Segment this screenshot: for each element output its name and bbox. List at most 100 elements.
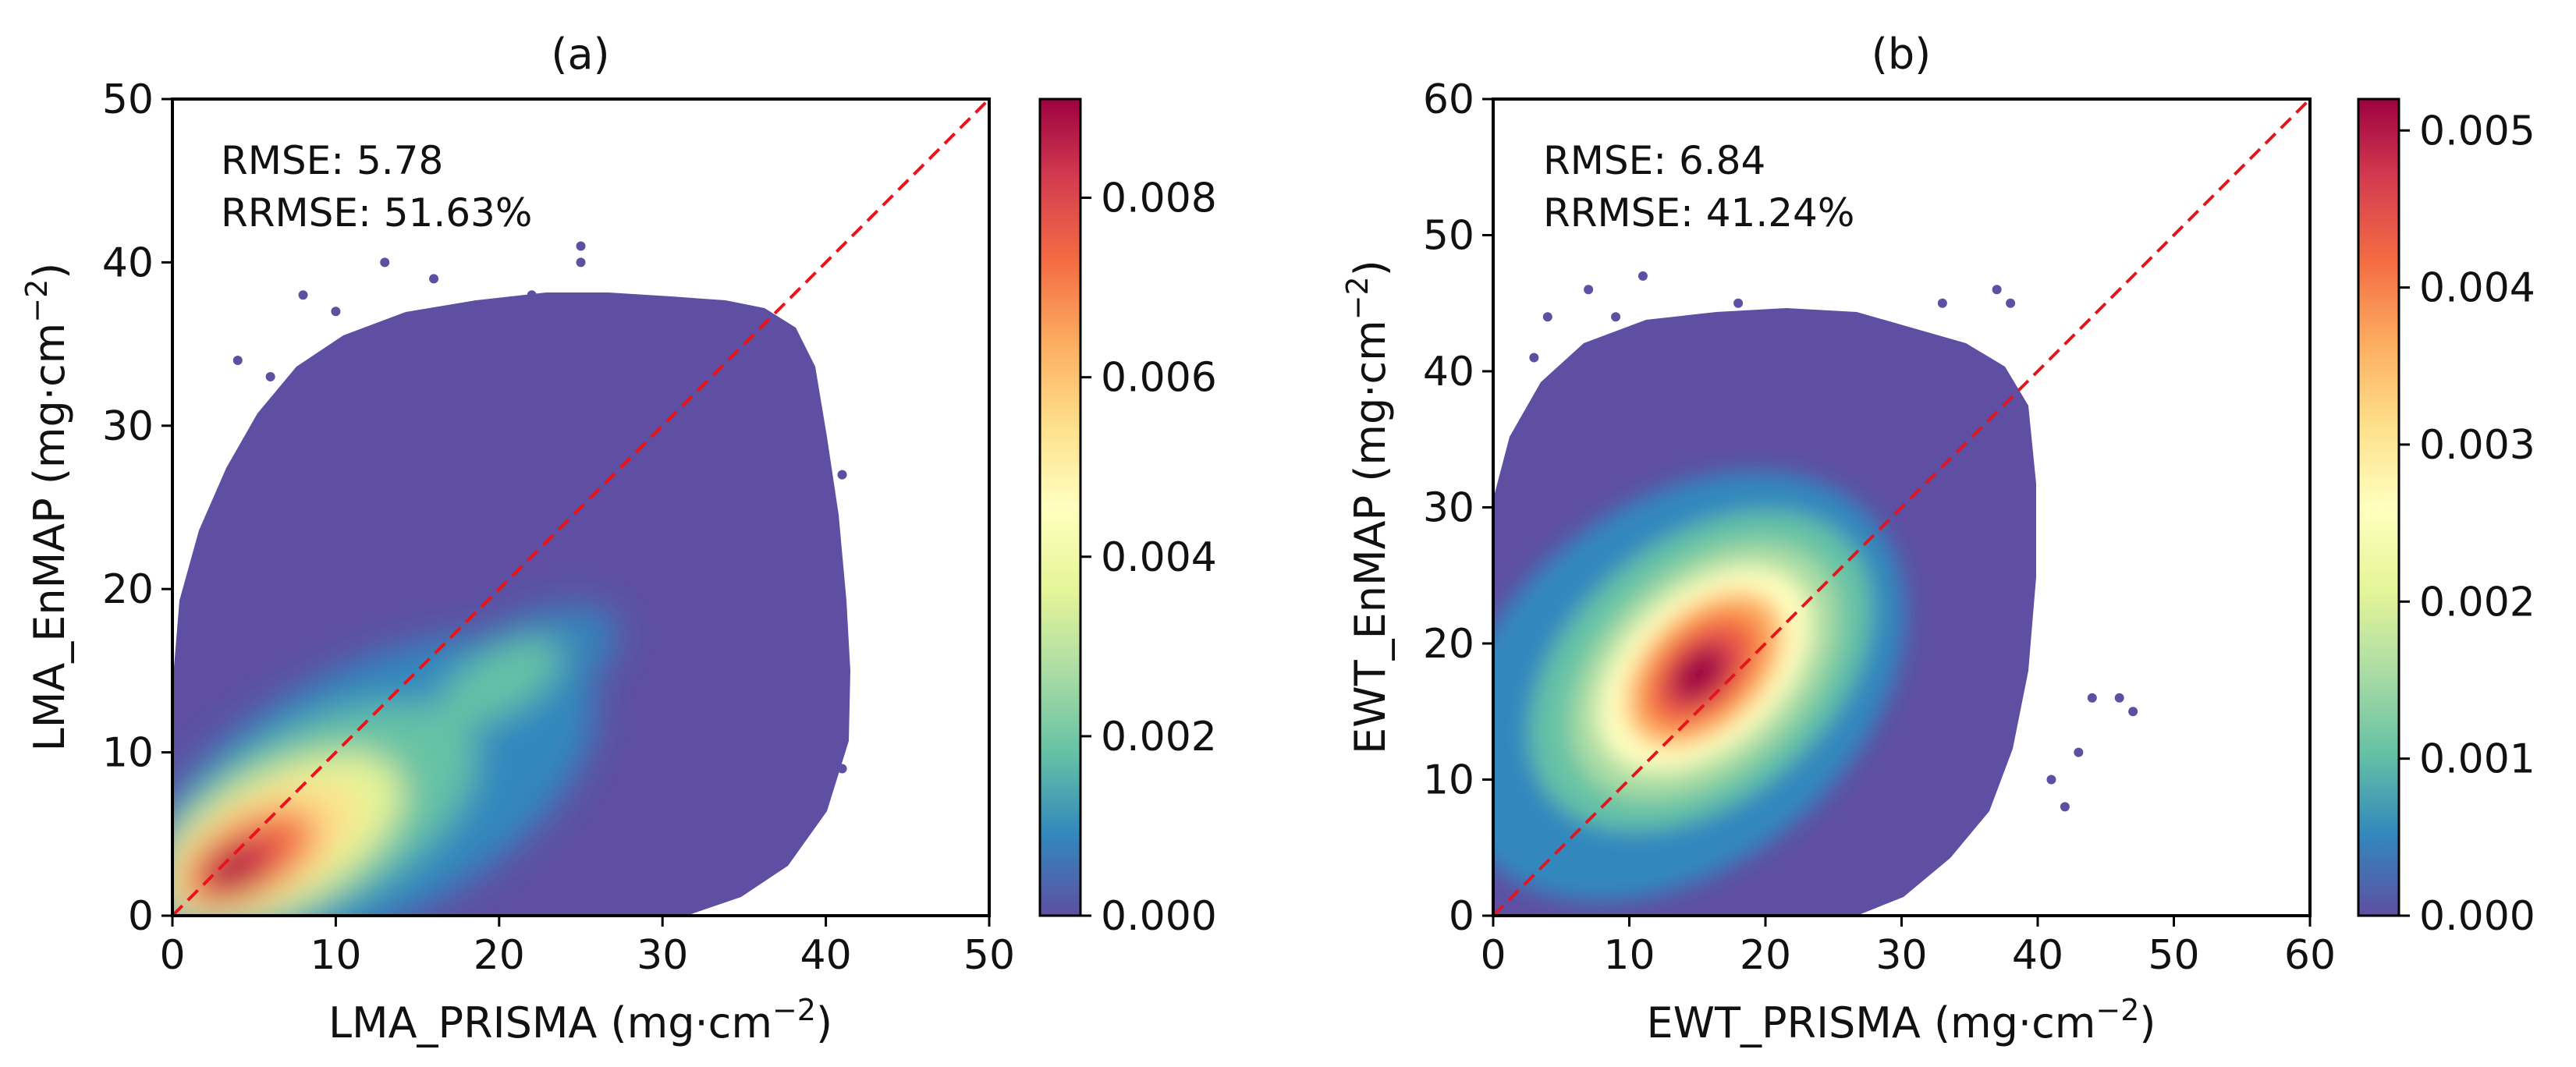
panel-a-x-label: LMA_PRISMA (mg·cm−2) — [328, 993, 832, 1048]
panel-a-colorbar-tick-label: 0.006 — [1101, 355, 1217, 402]
panel-b-y-tick-label: 20 — [1423, 621, 1474, 668]
panel-a-outlier-point — [331, 307, 341, 317]
panel-a-y-tick-label: 20 — [102, 566, 154, 613]
panel-b-outlier-point — [1502, 516, 1512, 526]
panel-a-one-to-one-line — [172, 99, 989, 916]
panel-b-colorbar-tick-label: 0.001 — [2419, 736, 2535, 783]
panel-a-outlier-point — [576, 257, 586, 268]
panel-b-outlier-point — [1611, 312, 1621, 322]
panel-b-x-tick-label: 30 — [1875, 932, 1927, 979]
panel-a-outlier-point — [821, 535, 831, 545]
panel-b-y-tick-label: 60 — [1423, 76, 1474, 123]
panel-b-y-tick-label: 40 — [1423, 349, 1474, 395]
panel-a-y-label: LMA_EnMAP (mg·cm−2) — [20, 263, 74, 752]
panel-a-x-tick-label: 50 — [963, 932, 1015, 979]
panel-b-outlier-point — [1815, 312, 1825, 322]
panel-b-x-tick-label: 50 — [2148, 932, 2199, 979]
panel-b-outlier-point — [2006, 298, 2016, 308]
panel-b-rrmse: RRMSE: 41.24% — [1543, 190, 1854, 236]
panel-b-colorbar-ticks: 0.000 0.001 0.002 0.003 0.004 0.005 — [2399, 108, 2535, 940]
panel-b-colorbar: 0.000 0.001 0.002 0.003 0.004 0.005 — [2357, 97, 2535, 940]
panel-a-x-ticks: 0 10 20 30 40 50 — [159, 916, 1015, 979]
panel-b-colorbar-tick-label: 0.005 — [2419, 108, 2535, 154]
panel-b-plot-area — [1493, 99, 2310, 916]
panel-a-x-tick-label: 30 — [637, 932, 688, 979]
panel-b-title: (b) — [1872, 30, 1931, 79]
panel-b: (b) RMSE: 6.84 RRMSE: 41.24% 0 10 20 30 40 50… — [1340, 30, 2535, 1048]
panel-b-outlier-point — [1542, 312, 1552, 322]
panel-b-one-to-one-line — [1493, 99, 2310, 916]
panel-a-y-tick-label: 30 — [102, 403, 154, 450]
panel-b-x-tick-label: 20 — [1740, 932, 1791, 979]
panel-b-outlier-point — [1733, 298, 1744, 308]
panel-b-outlier-point — [2114, 693, 2124, 703]
panel-b-x-tick-label: 40 — [2012, 932, 2063, 979]
panel-a-y-tick-label: 40 — [102, 239, 154, 286]
panel-a-outlier-point — [232, 356, 243, 366]
panel-b-x-tick-label: 10 — [1603, 932, 1655, 979]
panel-a-colorbar-gradient — [1038, 97, 1082, 917]
panel-b-outliers — [1502, 271, 2138, 812]
panel-a-colorbar-tick-label: 0.008 — [1101, 175, 1217, 222]
panel-b-outlier-point — [2128, 707, 2138, 717]
panel-b-outlier-point — [1529, 353, 1539, 363]
panel-a-x-tick-label: 10 — [310, 932, 361, 979]
panel-b-colorbar-tick-label: 0.003 — [2419, 422, 2535, 469]
panel-a-outlier-point — [804, 404, 814, 414]
panel-a-y-tick-label: 10 — [102, 730, 154, 777]
panel-b-y-tick-label: 50 — [1423, 213, 1474, 260]
panel-a-outlier-point — [527, 290, 537, 300]
panel-b-outlier-point — [2074, 747, 2084, 757]
panel-b-outlier-point — [2087, 693, 2097, 703]
panel-b-y-tick-label: 10 — [1423, 757, 1474, 804]
panel-b-colorbar-tick-label: 0.000 — [2419, 893, 2535, 940]
panel-a-outlier-point — [429, 274, 439, 284]
panel-b-outlier-point — [1637, 271, 1648, 281]
panel-b-density — [1493, 471, 1906, 902]
panel-a-outlier-point — [298, 290, 308, 300]
panel-a-x-tick-label: 40 — [800, 932, 852, 979]
panel-a-outlier-point — [722, 307, 733, 317]
panel-b-colorbar-tick-label: 0.004 — [2419, 265, 2535, 312]
panel-b-outlier-point — [1584, 285, 1594, 295]
panel-b-outlier-point — [2046, 775, 2056, 785]
panel-b-y-tick-label: 0 — [1449, 893, 1474, 940]
panel-a-y-tick-label: 50 — [102, 76, 154, 123]
panel-a-title: (a) — [551, 30, 609, 79]
panel-a-plot-area — [172, 99, 989, 916]
panel-a-y-ticks: 0 10 20 30 40 50 — [102, 76, 172, 940]
panel-a-outlier-point — [576, 241, 586, 251]
panel-b-outlier-point — [1992, 285, 2002, 295]
panel-b-rmse: RMSE: 6.84 — [1543, 138, 1765, 183]
panel-b-colorbar-tick-label: 0.002 — [2419, 579, 2535, 626]
panel-b-outlier-point — [2060, 802, 2070, 812]
panel-b-x-ticks: 0 10 20 30 40 50 60 — [1480, 916, 2336, 979]
panel-a-x-tick-label: 20 — [474, 932, 525, 979]
panel-a-outlier-point — [200, 568, 210, 578]
panel-b-x-tick-label: 60 — [2284, 932, 2336, 979]
panel-b-colorbar-gradient — [2357, 97, 2400, 917]
panel-a-colorbar-tick-label: 0.004 — [1101, 534, 1217, 581]
panel-b-y-label: EWT_EnMAP (mg·cm−2) — [1340, 260, 1395, 754]
panel-a-colorbar: 0.000 0.002 0.004 0.006 0.008 — [1038, 97, 1217, 940]
panel-a-rmse: RMSE: 5.78 — [221, 138, 443, 183]
panel-a-density — [172, 604, 618, 916]
panel-b-y-ticks: 0 10 20 30 40 50 60 — [1423, 76, 1493, 940]
panel-a-rrmse: RRMSE: 51.63% — [221, 190, 532, 236]
panel-a-outlier-point — [837, 764, 847, 774]
panel-a-y-tick-label: 0 — [128, 893, 154, 940]
panel-b-x-tick-label: 0 — [1480, 932, 1506, 979]
panel-b-x-label: EWT_PRISMA (mg·cm−2) — [1647, 993, 2156, 1048]
panel-a-outliers — [200, 241, 847, 774]
panel-a-outlier-point — [788, 339, 798, 349]
panel-a-colorbar-tick-label: 0.000 — [1101, 893, 1217, 940]
panel-a-outlier-point — [380, 257, 390, 268]
panel-b-outlier-point — [1937, 298, 1947, 308]
panel-a-x-tick-label: 0 — [159, 932, 185, 979]
panel-b-y-tick-label: 30 — [1423, 485, 1474, 532]
panel-a-colorbar-ticks: 0.000 0.002 0.004 0.006 0.008 — [1080, 175, 1217, 940]
panel-a-outlier-point — [837, 470, 847, 480]
panel-a-outlier-point — [265, 371, 275, 381]
panel-a: (a) RMSE: 5.78 RRMSE: 51.63% 0 10 — [20, 30, 1217, 1048]
